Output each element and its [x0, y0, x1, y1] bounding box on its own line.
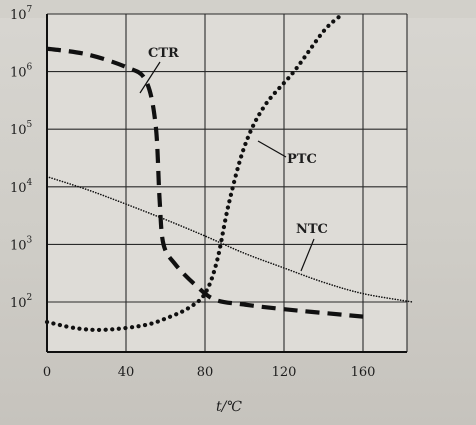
y-tick-label-2: 104	[10, 178, 33, 196]
series-label-ctr: CTR	[148, 46, 179, 61]
y-tick-label-0: 102	[10, 293, 32, 311]
grid	[46, 13, 408, 352]
leader-line-ptc	[257, 140, 287, 158]
x-axis-title: t/℃	[216, 399, 242, 415]
series-label-ntc: NTC	[296, 222, 328, 237]
x-tick-label-2: 80	[197, 365, 214, 380]
y-tick-label-5: 107	[10, 5, 33, 23]
x-tick-label-3: 120	[272, 365, 297, 380]
axes	[46, 14, 407, 353]
leader-line-ctr	[139, 61, 161, 94]
x-tick-label-0: 0	[43, 365, 51, 380]
y-tick-labels: 102 103 104 105 106 107	[10, 5, 33, 311]
plot-area	[47, 14, 407, 352]
y-tick-label-1: 103	[10, 235, 33, 253]
y-tick-label-4: 106	[10, 63, 33, 81]
x-tick-label-1: 40	[118, 365, 135, 380]
series-group	[44, 14, 414, 333]
series-line-ptc	[44, 14, 342, 333]
series-label-ptc: PTC	[287, 152, 317, 167]
x-tick-label-4: 160	[351, 365, 376, 380]
x-tick-labels: 0 40 80 120 160	[43, 365, 376, 380]
leader-line-ntc	[300, 238, 315, 272]
y-tick-label-3: 105	[10, 120, 33, 138]
series-line-ntc	[46, 175, 414, 303]
series-labels: CTR PTC NTC	[139, 46, 328, 272]
